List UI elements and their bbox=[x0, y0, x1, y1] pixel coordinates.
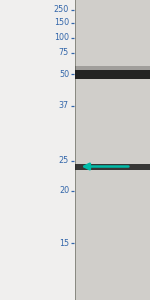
Text: 100: 100 bbox=[54, 33, 69, 42]
Text: 50: 50 bbox=[59, 70, 69, 79]
Bar bbox=[75, 66, 150, 70]
Bar bbox=[75, 0, 150, 300]
Text: 150: 150 bbox=[54, 18, 69, 27]
Text: 15: 15 bbox=[59, 238, 69, 247]
Bar bbox=[75, 164, 150, 169]
Text: 75: 75 bbox=[59, 48, 69, 57]
Text: 37: 37 bbox=[59, 101, 69, 110]
Text: 250: 250 bbox=[54, 5, 69, 14]
Bar bbox=[75, 70, 150, 79]
Text: 20: 20 bbox=[59, 186, 69, 195]
Text: 25: 25 bbox=[59, 156, 69, 165]
